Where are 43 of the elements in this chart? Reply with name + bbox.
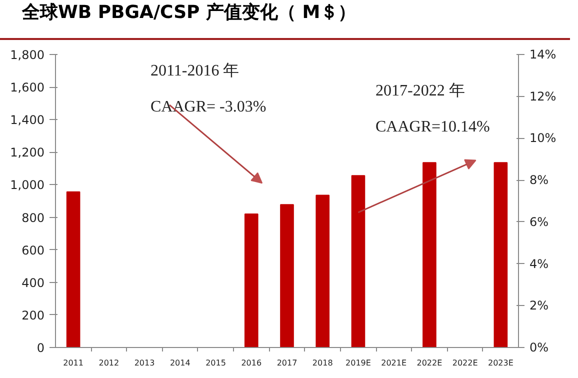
x-tick-label: 2016 [241, 358, 262, 368]
y2-tick-label: 8% [530, 173, 549, 188]
y-tick-label: 1,800 [10, 48, 45, 62]
y2-tick-label: 4% [530, 256, 549, 271]
x-tick-label: 2022E [416, 358, 442, 368]
bar [244, 214, 258, 348]
y-tick-label: 1,600 [10, 80, 45, 95]
x-tick-label: 2015 [206, 358, 226, 368]
x-tick-label: 2023E [488, 358, 514, 368]
annotation: 2017-2022 年 [376, 82, 465, 100]
y2-tick-label: 12% [530, 89, 556, 104]
bar [316, 194, 330, 348]
bar [422, 162, 436, 348]
y-tick-label: 1,400 [10, 113, 45, 128]
x-tick-label: 2011 [63, 358, 84, 368]
y2-tick-label: 6% [530, 214, 549, 229]
x-tick-label: 2022E [452, 358, 478, 368]
x-tick-label: 2014 [170, 358, 190, 368]
annotation: CAAGR=10.14% [376, 118, 490, 136]
y2-tick-label: 10% [530, 131, 556, 146]
y2-tick-label: 2% [530, 298, 549, 313]
bar [351, 175, 366, 348]
y2-tick-label: 0% [530, 340, 549, 354]
y2-tick-label: 14% [530, 48, 556, 62]
y-tick-label: 1,200 [10, 146, 45, 160]
bar [66, 191, 80, 348]
y-tick-label: 1,000 [10, 178, 45, 192]
bar [494, 162, 508, 348]
chart-title: 全球WB PBGA/CSP 产值变化（ M＄） [22, 1, 356, 25]
y-tick-label: 600 [22, 243, 44, 258]
x-tick-label: 2013 [134, 358, 155, 368]
x-tick-label: 2012 [98, 358, 120, 368]
x-tick-label: 2019E [346, 358, 371, 368]
x-tick-label: 2018 [312, 358, 333, 368]
annotation: CAAGR= -3.03% [150, 98, 266, 116]
x-tick-label: 2017 [276, 358, 298, 368]
bar [280, 204, 294, 348]
y-tick-label: 400 [22, 276, 44, 290]
x-tick-label: 2021E [381, 358, 407, 368]
y-tick-label: 0 [36, 341, 45, 355]
y-tick-label: 200 [22, 308, 44, 322]
annotation: 2011-2016 年 [150, 62, 240, 80]
y-tick-label: 800 [22, 210, 44, 225]
